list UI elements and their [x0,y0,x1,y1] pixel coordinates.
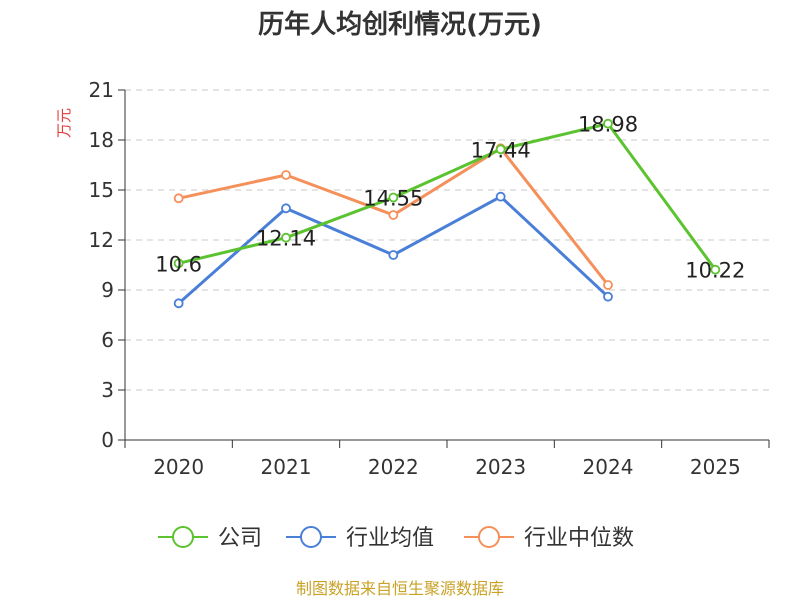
y-tick-label: 3 [101,378,114,402]
x-tick-label: 2021 [261,455,312,479]
legend-item-2: 行业中位数 [464,526,634,551]
x-tick-label: 2020 [153,455,204,479]
data-point [710,264,721,275]
data-point [495,191,506,202]
legend-label: 行业中位数 [524,526,634,551]
x-tick-label: 2022 [368,455,419,479]
series-1 [173,191,613,309]
data-point [495,144,506,155]
legend-label: 公司 [218,526,262,551]
data-point [388,210,399,220]
legend-marker [478,526,500,548]
x-tick-label: 2024 [583,455,634,479]
data-label: 12.14 [256,227,316,251]
legend-label: 行业均值 [346,526,434,551]
data-point [603,118,613,129]
legend-marker [172,526,194,548]
data-labels: 10.6 12.14 14.55 17.44 18.98 10.22 [155,113,745,283]
legend-marker [300,526,322,548]
legend-item-0: 公司 [158,526,262,551]
data-point [173,193,184,204]
y-tick-label: 18 [89,128,114,152]
data-label: 14.55 [363,187,423,211]
series-line [178,122,717,271]
data-point [388,250,399,260]
series-0 [173,118,721,275]
series [173,118,721,309]
data-point [173,258,184,269]
data-point [173,298,184,309]
legend: 公司 行业均值 行业中位数 [158,526,634,551]
y-axis-label: 万元 [55,108,73,138]
y-tick-label: 21 [89,78,114,102]
source-note: 制图数据来自恒生聚源数据库 [296,579,504,598]
data-label: 10.6 [155,252,202,276]
data-point [281,170,291,180]
data-point [388,192,399,203]
x-tick-label: 2023 [475,455,526,479]
data-label: 17.44 [471,138,531,162]
y-tick-label: 9 [101,278,114,302]
y-tick-label: 6 [101,328,114,352]
data-point [281,203,291,214]
legend-item-1: 行业均值 [286,526,434,551]
data-point [603,280,613,290]
axes: 0 3 6 9 12 15 18 21 2020 2021 2022 2023 2024 2025 [89,78,770,479]
x-tick-label: 2025 [690,455,741,479]
data-point [603,291,613,302]
data-point [281,232,291,243]
data-label: 10.22 [685,259,745,283]
data-label: 18.98 [578,113,638,137]
chart-title: 历年人均创利情况(万元) [258,9,542,40]
y-tick-label: 0 [101,428,114,452]
grid [125,89,769,391]
series-2 [173,143,613,290]
y-tick-label: 15 [89,178,114,202]
y-tick-label: 12 [89,228,114,252]
